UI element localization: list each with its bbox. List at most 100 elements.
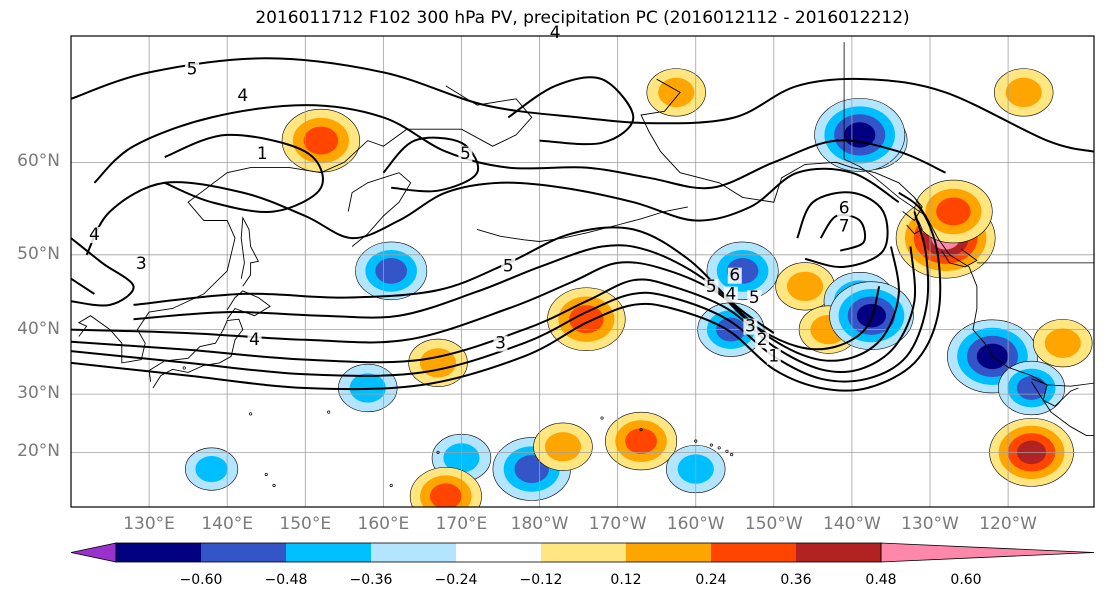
pv-label-bg-18 [548, 25, 563, 41]
pv-label-bg-10 [837, 218, 852, 235]
coastline-7 [941, 248, 978, 268]
colorbar-segment-4 [371, 543, 456, 562]
pv-label-11: 6 [729, 266, 740, 286]
graticule [71, 36, 1094, 507]
lon-label-7: 160°W [666, 514, 725, 534]
colorbar-extend-low [70, 542, 117, 563]
lon-label-1: 140°E [201, 514, 254, 534]
island-8 [264, 472, 268, 477]
precip-blob-9-level-1 [786, 271, 824, 301]
precip-blob-16-level-1 [1044, 328, 1081, 358]
pv-label-6: 3 [495, 334, 506, 354]
lat-label-2: 40°N [17, 318, 60, 339]
colorbar-label-9: 0.60 [950, 572, 982, 588]
coastline-10 [476, 206, 688, 242]
pv-label-bg-1 [235, 87, 250, 104]
lat-label-4: 20°N [17, 441, 60, 462]
lon-label-8: 150°W [744, 514, 803, 534]
pv-label-10: 7 [839, 216, 850, 236]
island-3 [725, 449, 729, 453]
pv-label-bg-11 [727, 267, 742, 284]
pv-contour-1 [71, 211, 930, 383]
pv-label-bg-14 [743, 318, 758, 335]
map-frame [70, 35, 1095, 508]
colorbar-label-3: −0.24 [434, 572, 478, 588]
coastlines [77, 42, 1094, 487]
pv-label-bg-16 [766, 348, 781, 365]
precip-blob-4-level-1 [1005, 77, 1042, 108]
colorbar-segment-5 [456, 543, 541, 562]
pv-contour-2 [71, 246, 917, 374]
pv-label-bg-8 [704, 279, 719, 296]
colorbar-label-0: −0.60 [179, 572, 223, 588]
precip-blob-15-level-1 [419, 348, 457, 378]
pv-label-bg-4 [87, 227, 102, 244]
pv-contour-9 [164, 133, 324, 213]
precip-blob-6-level-2 [936, 197, 971, 226]
pv-contour-11 [796, 191, 889, 269]
lat-label-3: 30°N [17, 383, 60, 404]
colorbar [70, 542, 1095, 563]
pv-label-14: 3 [745, 317, 756, 337]
pv-label-bg-5 [501, 258, 516, 275]
lon-label-4: 170°E [435, 514, 488, 534]
pv-label-17: 3 [136, 254, 147, 274]
lon-label-3: 160°E [357, 514, 410, 534]
chart-title: 2016011712 F102 300 hPa PV, precipitatio… [255, 8, 910, 28]
pv-contour-12 [819, 213, 867, 252]
pv-label-5: 5 [503, 256, 514, 276]
pv-contour-8 [71, 57, 1094, 153]
colorbar-segment-1 [116, 543, 201, 562]
pv-contour-0 [71, 191, 942, 392]
pv-label-8: 5 [706, 277, 717, 297]
island-5 [389, 483, 393, 487]
pv-label-bg-17 [134, 255, 149, 272]
colorbar-segment-7 [626, 543, 711, 562]
lon-label-5: 180°W [510, 514, 569, 534]
lon-label-0: 130°E [123, 514, 175, 534]
pv-label-2: 1 [257, 144, 268, 164]
island-4 [730, 453, 734, 457]
pv-contour-4 [133, 244, 881, 351]
island-11 [600, 416, 604, 420]
precip-blob-26-level-2 [429, 483, 462, 507]
pv-label-4: 4 [89, 225, 100, 245]
coastline-1 [347, 172, 412, 247]
lon-label-10: 130°W [901, 514, 959, 534]
pv-contour-3 [71, 246, 900, 362]
coastline-6 [902, 197, 923, 222]
pv-contour-6 [85, 167, 900, 256]
coastline-8 [906, 220, 923, 235]
pv-label-bg-12 [723, 286, 738, 303]
coastline-4 [240, 216, 260, 287]
pv-contour-10 [382, 136, 479, 193]
pv-label-0: 5 [187, 59, 198, 79]
pv-label-16: 1 [768, 347, 779, 367]
precip-blob-25-level-1 [195, 455, 228, 483]
border-3 [1031, 378, 1094, 387]
colorbar-label-5: 0.12 [610, 572, 642, 588]
coastline-2 [148, 318, 244, 389]
colorbar-segment-2 [201, 543, 286, 562]
precip-blob-23-level-1 [544, 432, 582, 462]
precip-blob-17-level-2 [1016, 376, 1047, 400]
island-10 [639, 428, 643, 432]
coastline-9 [1031, 381, 1094, 436]
pv-contour-15 [71, 277, 95, 295]
island-14 [182, 366, 186, 370]
pv-label-12: 4 [725, 285, 736, 305]
island-7 [272, 483, 276, 487]
colorbar-label-2: −0.36 [349, 572, 393, 588]
pv-label-bg-13 [747, 290, 762, 307]
island-6 [436, 450, 440, 454]
precip-blob-0-level-2 [303, 126, 339, 155]
colorbar-label-4: −0.12 [519, 572, 563, 588]
colorbar-label-8: 0.48 [865, 572, 897, 588]
pv-label-bg-2 [255, 146, 270, 163]
lon-label-11: 120°W [979, 514, 1037, 534]
colorbar-segment-3 [286, 543, 371, 562]
island-13 [249, 412, 253, 416]
border-1 [843, 158, 927, 217]
